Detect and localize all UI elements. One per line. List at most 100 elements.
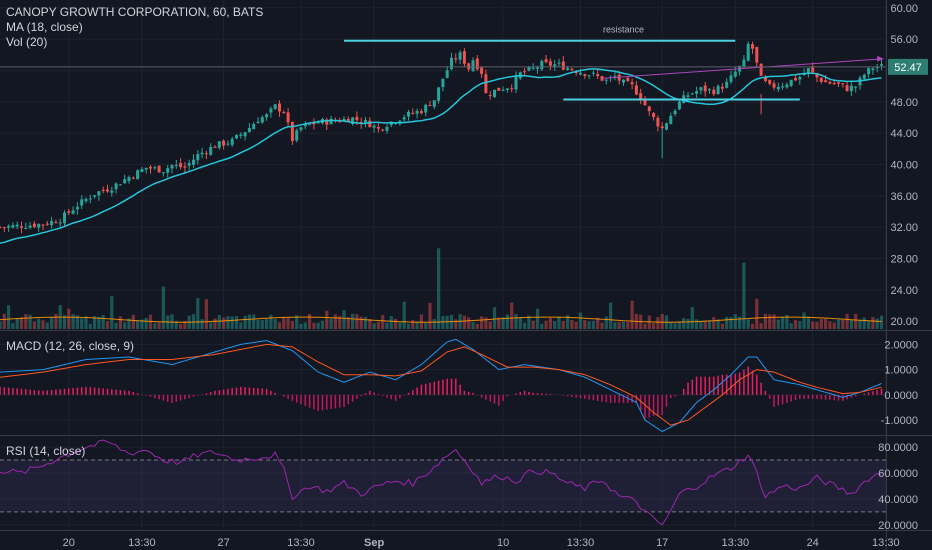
candle-body xyxy=(501,89,505,91)
main-legend: CANOPY GROWTH CORPORATION, 60, BATS MA (… xyxy=(6,5,263,50)
candle-body xyxy=(41,224,45,226)
volume-bar xyxy=(385,322,389,329)
volume-bar xyxy=(561,321,565,329)
volume-bar xyxy=(93,316,97,329)
volume-bar xyxy=(716,319,720,329)
volume-bar xyxy=(690,306,694,329)
volume-bar xyxy=(454,319,458,329)
volume-bar xyxy=(260,320,264,329)
volume-bar xyxy=(445,315,449,329)
volume-bar xyxy=(368,319,372,329)
candle-body xyxy=(88,198,92,200)
candle-body xyxy=(854,86,858,88)
volume-bar xyxy=(338,316,342,329)
volume-bar xyxy=(609,302,613,329)
candle-body xyxy=(660,126,664,129)
volume-bar xyxy=(492,307,497,329)
time-tick-label: 13:30 xyxy=(872,537,900,549)
volume-bar xyxy=(578,312,583,329)
volume-bar xyxy=(239,322,243,329)
volume-bar xyxy=(359,316,363,329)
volume-bar xyxy=(114,322,118,329)
candle-body xyxy=(308,124,312,126)
volume-bar xyxy=(828,321,832,329)
volume-bar xyxy=(677,321,681,329)
volume-bar xyxy=(265,318,269,329)
candle-body xyxy=(376,126,380,129)
candle-body xyxy=(2,227,6,229)
candle-body xyxy=(837,82,840,84)
candle-body xyxy=(123,179,127,184)
candle-body xyxy=(411,112,415,114)
candle-body xyxy=(634,85,638,95)
volume-bar xyxy=(789,323,793,329)
volume-bar xyxy=(497,317,501,329)
volume-bar xyxy=(505,314,509,329)
candle-body xyxy=(841,83,845,85)
candle-body xyxy=(776,86,780,90)
volume-bar xyxy=(574,321,578,329)
candle-body xyxy=(828,81,832,84)
volume-bar xyxy=(669,322,673,329)
rsi-legend: RSI (14, close) xyxy=(6,444,85,459)
candle-body xyxy=(144,167,148,170)
candle-body xyxy=(32,223,36,227)
candle-body xyxy=(794,78,797,81)
candle-body xyxy=(20,226,23,228)
volume-ma-line xyxy=(0,316,882,323)
volume-bar xyxy=(673,323,677,329)
volume-bar xyxy=(191,314,196,329)
volume-bar xyxy=(269,314,273,329)
drawings[interactable]: resistance xyxy=(0,25,886,101)
rsi-tick-label: 20.0000 xyxy=(878,520,918,532)
price-tick-label: 48.00 xyxy=(890,97,918,109)
candle-body xyxy=(454,58,458,60)
candle-body xyxy=(471,60,475,71)
candle-body xyxy=(862,74,866,79)
volume-bar xyxy=(0,321,2,329)
candle-body xyxy=(157,165,161,173)
time-tick-label: Sep xyxy=(364,537,384,549)
volume-bar xyxy=(290,321,294,329)
volume-bar xyxy=(402,301,406,329)
macd-tick-label: 1.0000 xyxy=(884,365,918,377)
volume-bar xyxy=(596,317,600,329)
volume-bar xyxy=(781,317,785,329)
volume-bar xyxy=(763,313,767,329)
price-tick-label: 28.00 xyxy=(890,254,918,266)
rsi-title: RSI (14, close) xyxy=(6,444,86,458)
volume-bar xyxy=(45,322,49,329)
volume-bar xyxy=(204,299,208,329)
volume-bar xyxy=(467,317,471,329)
candle-body xyxy=(712,89,716,95)
volume-bar xyxy=(660,313,664,329)
volume-bar xyxy=(527,315,531,329)
candle-body xyxy=(686,95,690,97)
candle-body xyxy=(561,61,565,70)
candle-body xyxy=(80,199,84,206)
candle-body xyxy=(600,76,604,81)
candle-body xyxy=(845,85,849,92)
volume-bar xyxy=(37,318,41,329)
candle-body xyxy=(604,79,608,81)
volume-bar xyxy=(621,321,626,329)
candle-body xyxy=(402,117,406,120)
moving-average xyxy=(0,68,882,244)
volume-bar xyxy=(234,316,239,329)
candle-body xyxy=(540,61,544,70)
candle-body xyxy=(759,63,763,76)
volume-bar xyxy=(535,308,540,329)
candle-body xyxy=(161,172,165,174)
volume-bar xyxy=(88,323,92,329)
candle-body xyxy=(243,132,247,137)
candle-body xyxy=(665,123,668,130)
volume-bar xyxy=(320,320,325,329)
candle-body xyxy=(647,106,651,112)
volume-bar xyxy=(591,320,595,329)
candle-body xyxy=(299,127,303,131)
candle-body xyxy=(867,68,871,75)
rsi-line xyxy=(0,439,882,526)
volume-bar xyxy=(824,318,828,329)
volume-bar xyxy=(153,323,157,329)
rsi-tick-label: 60.0000 xyxy=(878,468,918,480)
